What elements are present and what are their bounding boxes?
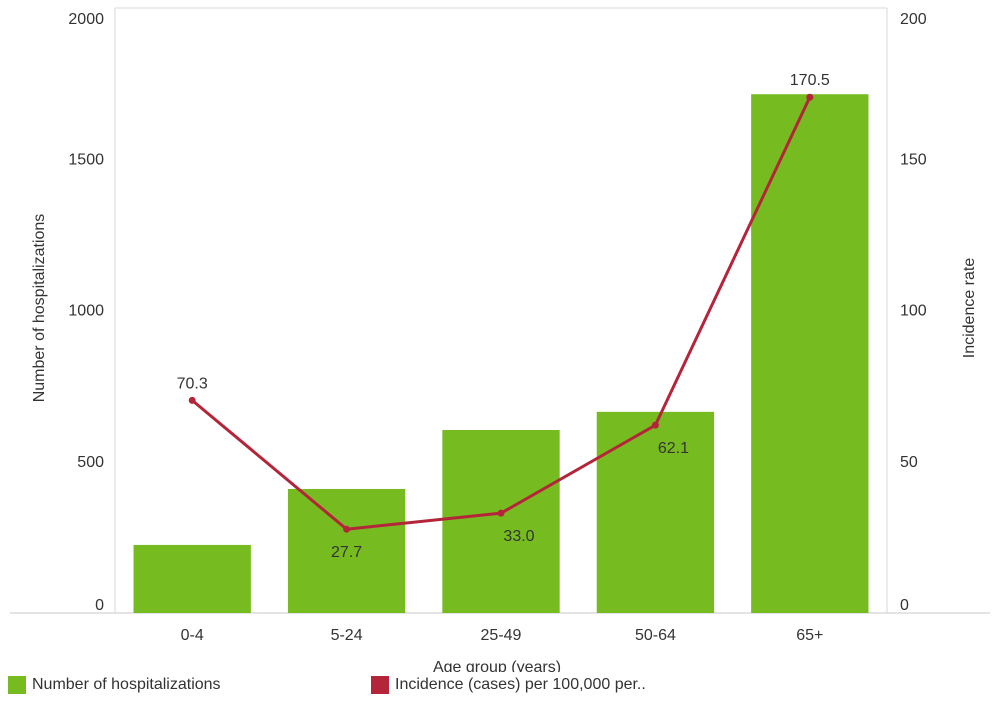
legend-swatch-incidence bbox=[371, 676, 389, 694]
bar-25-49 bbox=[442, 429, 560, 613]
y-left-tick-label: 2000 bbox=[68, 11, 104, 28]
incidence-point-50-64 bbox=[651, 421, 659, 429]
axes: 0 500 1000 1500 2000 0 50 100 150 200 0-4 5-24 25-49… bbox=[10, 7, 990, 644]
y-left-tick-label: 1500 bbox=[68, 151, 104, 168]
incidence-data-label: 33.0 bbox=[503, 528, 534, 545]
y-axis-right-title: Incidence rate bbox=[961, 258, 978, 359]
y-axis-left-title: Number of hospitalizations bbox=[31, 214, 48, 403]
x-tick-label: 65+ bbox=[796, 627, 823, 644]
combo-chart: 0 500 1000 1500 2000 0 50 100 150 200 0-4 5-24 25-49… bbox=[10, 7, 990, 672]
x-tick-label: 0-4 bbox=[181, 627, 204, 644]
y-right-tick-label: 150 bbox=[900, 151, 927, 168]
incidence-point-5-24 bbox=[343, 525, 351, 533]
bar-5-24 bbox=[287, 488, 406, 613]
incidence-point-65+ bbox=[806, 93, 814, 101]
legend: Number of hospitalizations Incidence (ca… bbox=[0, 676, 993, 706]
legend-item-incidence: Incidence (cases) per 100,000 per.. bbox=[371, 676, 646, 694]
incidence-data-label: 27.7 bbox=[331, 544, 362, 561]
y-left-tick-label: 1000 bbox=[68, 303, 104, 320]
legend-label-incidence: Incidence (cases) per 100,000 per.. bbox=[395, 676, 646, 693]
y-right-tick-label: 0 bbox=[900, 597, 909, 614]
incidence-point-25-49 bbox=[497, 509, 505, 517]
y-right-tick-label: 50 bbox=[900, 454, 918, 471]
y-right-tick-label: 200 bbox=[900, 11, 927, 28]
bar-series bbox=[133, 94, 869, 613]
x-tick-label: 50-64 bbox=[635, 627, 676, 644]
x-tick-label: 5-24 bbox=[331, 627, 363, 644]
incidence-data-label: 70.3 bbox=[177, 375, 208, 392]
bar-0-4 bbox=[133, 544, 251, 613]
bar-65+ bbox=[751, 94, 869, 613]
x-axis-title: Age group (years) bbox=[433, 659, 561, 672]
legend-label-hospitalizations: Number of hospitalizations bbox=[32, 676, 221, 693]
incidence-data-label: 170.5 bbox=[790, 72, 830, 89]
bar-50-64 bbox=[596, 411, 715, 613]
y-left-tick-label: 500 bbox=[77, 454, 104, 471]
line-series bbox=[188, 93, 814, 533]
y-left-tick-label: 0 bbox=[95, 597, 104, 614]
legend-swatch-hospitalizations bbox=[8, 676, 26, 694]
incidence-data-label: 62.1 bbox=[658, 440, 689, 457]
x-tick-label: 25-49 bbox=[481, 627, 522, 644]
data-labels: 70.3 27.7 33.0 62.1 170.5 bbox=[177, 72, 830, 561]
legend-item-hospitalizations: Number of hospitalizations bbox=[8, 676, 221, 694]
y-right-tick-label: 100 bbox=[900, 303, 927, 320]
incidence-point-0-4 bbox=[188, 396, 196, 404]
